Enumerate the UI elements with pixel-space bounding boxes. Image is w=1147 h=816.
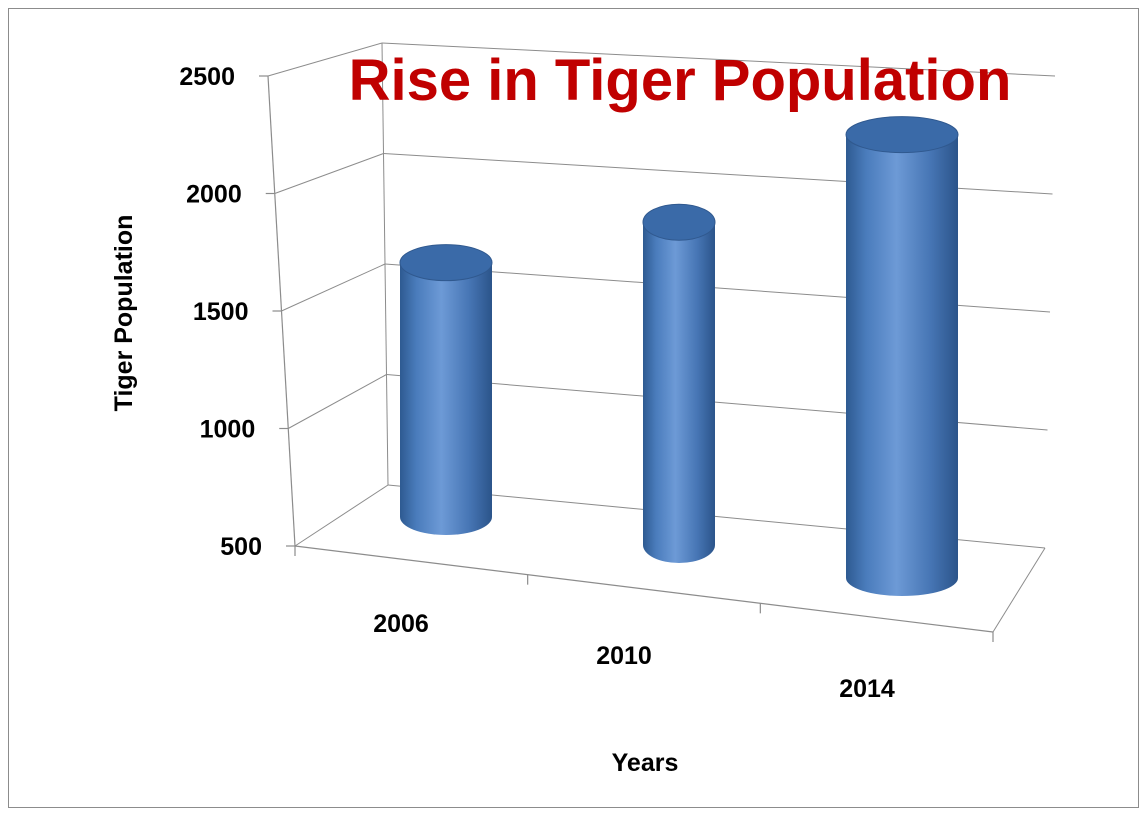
y-tick-labels: 500 1000 1500 2000 2500 (179, 63, 262, 561)
y-axis-title: Tiger Population (110, 215, 138, 412)
y-tick-label-2500: 2500 (179, 63, 235, 91)
bar-2010 (643, 204, 715, 563)
x-tick-label-2010: 2010 (596, 642, 652, 670)
floor-right-edge (993, 548, 1045, 632)
x-tick-label-2014: 2014 (839, 675, 895, 703)
y-tick-label-2000: 2000 (186, 181, 242, 209)
gridline-left-1000 (288, 375, 386, 429)
bar-top-2010 (643, 204, 715, 240)
bar-body-2010 (643, 222, 715, 563)
gridline-left-2000 (275, 154, 384, 194)
y-tick-label-1000: 1000 (200, 416, 256, 444)
gridline-left-500 (295, 485, 388, 546)
chart-title: Rise in Tiger Population (349, 48, 1012, 113)
gridline-left-1500 (282, 264, 386, 311)
y-axis-line (268, 76, 295, 546)
x-axis-title: Years (612, 749, 679, 777)
bars (400, 117, 958, 596)
bar-body-2006 (400, 263, 492, 535)
x-tick-labels: 2006 2010 2014 (373, 610, 895, 703)
bar-2006 (400, 245, 492, 535)
x-tick-label-2006: 2006 (373, 610, 429, 638)
y-tick-label-500: 500 (220, 533, 262, 561)
bar-2014 (846, 117, 958, 596)
bar-top-2006 (400, 245, 492, 281)
y-tick-label-1500: 1500 (193, 298, 249, 326)
bar-top-2014 (846, 117, 958, 153)
bar-body-2014 (846, 135, 958, 596)
